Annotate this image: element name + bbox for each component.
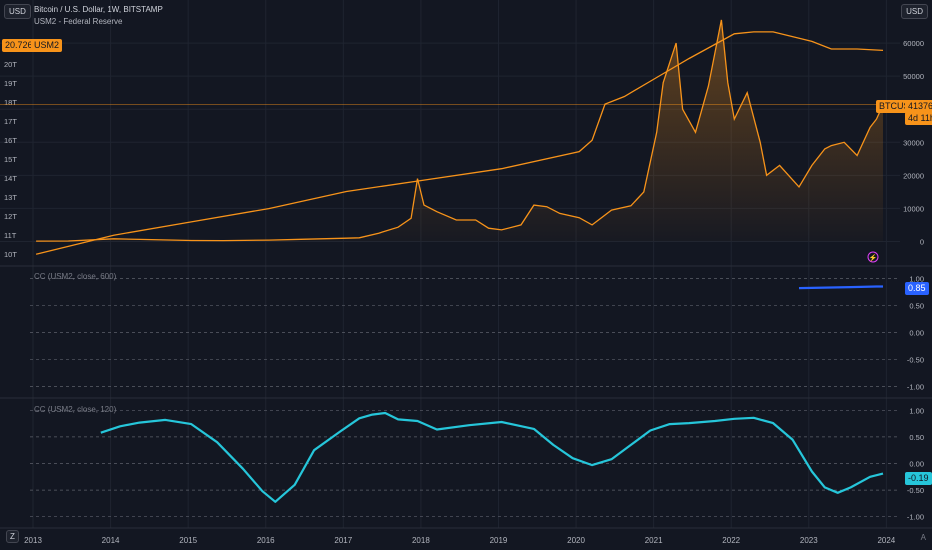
x-axis-tick-label: 2023 <box>800 536 818 545</box>
currency-button-right[interactable]: USD <box>901 4 928 19</box>
usm2-line <box>35 31 884 255</box>
x-axis-tick-label: 2022 <box>722 536 740 545</box>
cc600-axis-tick-label: 1.00 <box>909 274 924 283</box>
x-axis-tick-label: 2016 <box>257 536 275 545</box>
m2-axis-tick-label: 10T <box>4 250 17 259</box>
btc-area-fill <box>36 19 884 242</box>
btc-value-badge: 41376 <box>905 100 932 113</box>
x-axis-tick-label: 2015 <box>179 536 197 545</box>
currency-button-left[interactable]: USD <box>4 4 31 19</box>
btc-axis-tick-label: 10000 <box>903 204 924 213</box>
x-axis-tick-label: 2017 <box>334 536 352 545</box>
cc600-axis-tick-label: -1.00 <box>907 383 924 392</box>
cc600-value-badge: 0.85 <box>905 282 929 295</box>
m2-axis-tick-label: 20T <box>4 60 17 69</box>
m2-axis-tick-label: 11T <box>4 231 17 240</box>
m2-axis-tick-label: 12T <box>4 212 17 221</box>
cc120-axis-tick-label: -1.00 <box>907 513 924 522</box>
m2-axis-tick-label: 15T <box>4 155 17 164</box>
x-axis-tick-label: 2021 <box>645 536 663 545</box>
x-axis-tick-label: 2019 <box>490 536 508 545</box>
btc-axis-tick-label: 20000 <box>903 171 924 180</box>
chart-subtitle: USM2 - Federal Reserve <box>34 17 123 26</box>
m2-axis-tick-label: 17T <box>4 117 17 126</box>
event-marker-icon <box>867 251 879 263</box>
usm2-name-badge: USM2 <box>31 39 63 52</box>
cc120-line <box>100 411 884 503</box>
cc600-line <box>798 285 883 290</box>
m2-axis-tick-label: 19T <box>4 79 17 88</box>
btc-axis-tick-label: 50000 <box>903 72 924 81</box>
cc120-axis-tick-label: 0.00 <box>909 460 924 469</box>
cc120-axis-tick-label: 1.00 <box>909 406 924 415</box>
btc-axis-tick-label: 60000 <box>903 39 924 48</box>
m2-axis-tick-label: 14T <box>4 174 17 183</box>
auto-scale-icon[interactable]: A <box>920 533 926 542</box>
cc120-label: CC (USM2, close, 120) <box>34 405 117 414</box>
cc600-axis-tick-label: 0.50 <box>909 301 924 310</box>
m2-axis-tick-label: 13T <box>4 193 17 202</box>
btc-axis-tick-label: 30000 <box>903 138 924 147</box>
x-axis-tick-label: 2013 <box>24 536 42 545</box>
cc600-axis-tick-label: -0.50 <box>907 356 924 365</box>
lightning-icon: ⚡ <box>869 253 878 262</box>
btc-countdown-badge: 4d 11h <box>905 112 932 125</box>
m2-axis-tick-label: 16T <box>4 136 17 145</box>
cc120-value-badge: -0.19 <box>905 472 932 485</box>
x-axis-tick-label: 2020 <box>567 536 585 545</box>
cc120-axis-tick-label: -0.50 <box>907 486 924 495</box>
x-axis-tick-label: 2018 <box>412 536 430 545</box>
cc600-axis-tick-label: 0.00 <box>909 329 924 338</box>
x-axis-tick-label: 2014 <box>102 536 120 545</box>
btc-price-line <box>36 19 884 242</box>
timezone-icon[interactable]: Z <box>6 530 19 543</box>
cc600-label: CC (USM2, close, 600) <box>34 272 117 281</box>
m2-axis-tick-label: 18T <box>4 98 17 107</box>
btc-axis-tick-label: 0 <box>920 237 924 246</box>
cc120-axis-tick-label: 0.50 <box>909 433 924 442</box>
x-axis-tick-label: 2024 <box>877 536 895 545</box>
chart-title: Bitcoin / U.S. Dollar, 1W, BITSTAMP <box>34 5 163 14</box>
